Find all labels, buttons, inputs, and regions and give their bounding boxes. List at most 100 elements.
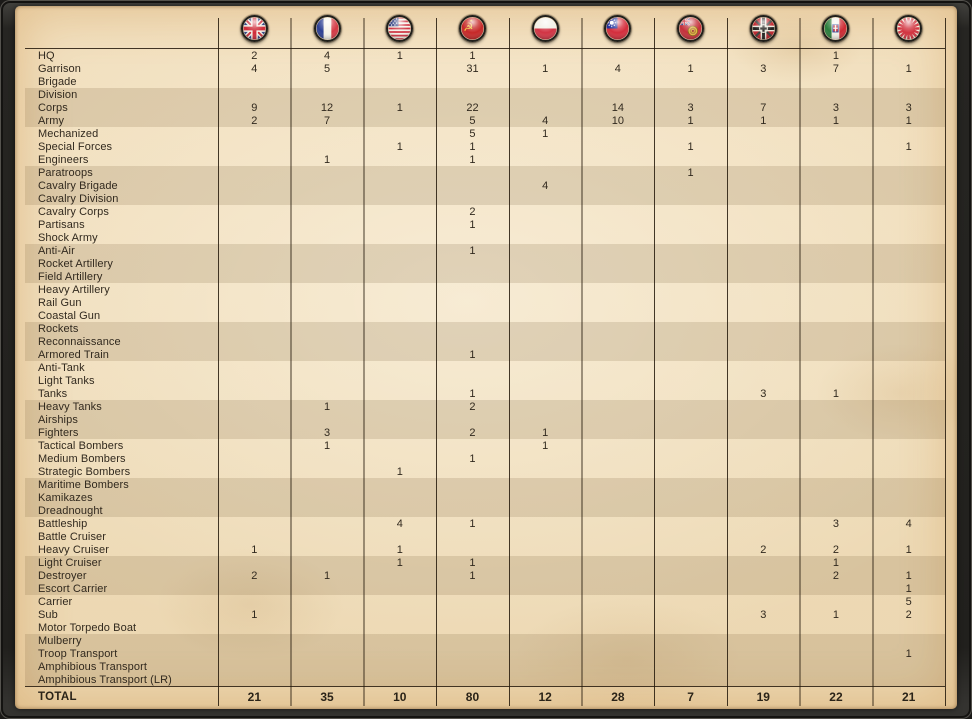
unit-count-cell: 1 — [832, 608, 840, 621]
unit-row: Kamikazes — [25, 491, 945, 504]
unit-type-label: Corps — [38, 101, 68, 114]
unit-row: Rail Gun — [25, 296, 945, 309]
unit-count-cell: 1 — [396, 465, 403, 478]
country-column-uk — [218, 6, 291, 48]
unit-count-cell: 3 — [832, 517, 840, 530]
country-header-row: ☭ — [25, 6, 945, 49]
unit-type-label: Carrier — [38, 595, 73, 608]
unit-type-label: Paratroops — [38, 166, 93, 179]
unit-type-label: Motor Torpedo Boat — [38, 621, 137, 634]
total-count-cell: 28 — [611, 689, 625, 704]
unit-type-label: Escort Carrier — [38, 582, 108, 595]
unit-row: Escort Carrier 1 — [25, 582, 945, 595]
unit-row: Battleship 4 1 3 4 — [25, 517, 945, 530]
unit-type-label: Tactical Bombers — [38, 439, 124, 452]
unit-type-label: Heavy Cruiser — [38, 543, 109, 556]
japan-naval-ensign-flag-icon[interactable] — [895, 15, 923, 42]
unit-row: Coastal Gun — [25, 309, 945, 322]
country-column-poland — [509, 6, 582, 48]
unit-count-cell: 1 — [396, 543, 403, 556]
unit-count-cell: 1 — [760, 114, 767, 127]
unit-count-cell: 3 — [832, 101, 840, 114]
unit-count-cell: 1 — [469, 49, 476, 62]
unit-count-cell: 1 — [687, 166, 694, 179]
usa-flag-icon[interactable] — [386, 15, 414, 42]
unit-type-label: Engineers — [38, 153, 89, 166]
unit-count-cell: 1 — [542, 426, 549, 439]
china-flag-icon[interactable] — [604, 15, 632, 42]
unit-count-cell: 5 — [905, 595, 912, 608]
unit-row: Fighters 3 2 1 — [25, 426, 945, 439]
unit-type-label: Airships — [38, 413, 78, 426]
total-count-cell: 22 — [829, 689, 843, 704]
unit-row: HQ 2 4 1 1 1 — [25, 49, 945, 62]
unit-row: Paratroops 1 — [25, 166, 945, 179]
unit-count-cell: 1 — [251, 543, 258, 556]
total-count-cell: 21 — [902, 689, 916, 704]
unit-count-cell: 1 — [687, 140, 694, 153]
unit-count-cell: 1 — [905, 114, 912, 127]
unit-row: Strategic Bombers 1 — [25, 465, 945, 478]
unit-count-cell: 1 — [469, 569, 476, 582]
total-count-cell: 12 — [538, 689, 552, 704]
unit-count-cell: 3 — [323, 426, 331, 439]
poland-flag-icon[interactable] — [531, 15, 559, 42]
unit-row: Shock Army — [25, 231, 945, 244]
unit-count-cell: 12 — [320, 101, 334, 114]
unit-count-cell: 2 — [760, 543, 767, 556]
parchment-panel: ☭ — [15, 6, 957, 709]
italy-flag-icon[interactable] — [822, 15, 850, 42]
unit-count-cell: 31 — [466, 62, 479, 75]
unit-count-cell: 1 — [469, 348, 476, 361]
unit-row: Amphibious Transport — [25, 660, 945, 673]
france-flag-icon[interactable] — [313, 15, 341, 42]
unit-row: Troop Transport 1 — [25, 647, 945, 660]
unit-row: Special Forces 1 1 1 1 — [25, 140, 945, 153]
unit-count-cell: 1 — [687, 114, 694, 127]
unit-type-label: Amphibious Transport (LR) — [38, 673, 172, 686]
unit-count-cell: 7 — [323, 114, 331, 127]
unit-count-cell: 1 — [687, 62, 694, 75]
unit-count-cell: 7 — [832, 62, 840, 75]
ussr-flag-icon[interactable]: ☭ — [458, 15, 486, 42]
country-column-ussr: ☭ — [436, 6, 509, 48]
total-count-cell: 35 — [320, 689, 334, 704]
unit-count-cell: 1 — [469, 387, 476, 400]
unit-count-cell: 3 — [760, 387, 767, 400]
unit-type-label: Army — [38, 114, 65, 127]
total-count-cell: 7 — [687, 689, 694, 704]
country-column-germany — [727, 6, 800, 48]
unit-row: Brigade — [25, 75, 945, 88]
total-count-cell: 10 — [393, 689, 407, 704]
unit-type-label: Armored Train — [38, 348, 109, 361]
unit-row: Medium Bombers 1 — [25, 452, 945, 465]
unit-row: Rockets — [25, 322, 945, 335]
unit-type-label: HQ — [38, 49, 55, 62]
unit-type-label: Reconnaissance — [38, 335, 121, 348]
unit-row: Heavy Tanks 1 2 — [25, 400, 945, 413]
unit-row: Garrison 4 5 31 1 4 1 3 7 1 — [25, 62, 945, 75]
unit-row: Maritime Bombers — [25, 478, 945, 491]
unit-row: Heavy Artillery — [25, 283, 945, 296]
unit-type-label: Strategic Bombers — [38, 465, 131, 478]
british-india-flag-icon[interactable] — [677, 15, 705, 42]
unit-type-label: Mechanized — [38, 127, 99, 140]
total-label: TOTAL — [38, 690, 77, 703]
unit-count-cell: 1 — [832, 387, 840, 400]
unit-type-label: Sub — [38, 608, 58, 621]
germany-war-ensign-flag-icon[interactable] — [749, 15, 777, 42]
unit-count-cell: 1 — [469, 452, 476, 465]
unit-count-cell: 14 — [611, 101, 624, 114]
unit-row: Cavalry Corps 2 — [25, 205, 945, 218]
total-count-cell: 80 — [465, 689, 480, 704]
unit-count-cell: 1 — [469, 517, 476, 530]
unit-type-label: Kamikazes — [38, 491, 93, 504]
unit-count-cell: 4 — [251, 62, 258, 75]
unit-row: Dreadnought — [25, 504, 945, 517]
unit-count-cell: 1 — [396, 140, 403, 153]
unit-row: Cavalry Division — [25, 192, 945, 205]
unit-row: Amphibious Transport (LR) — [25, 673, 945, 686]
unit-row: Sub 1 3 1 2 — [25, 608, 945, 621]
uk-flag-icon[interactable] — [240, 15, 268, 42]
